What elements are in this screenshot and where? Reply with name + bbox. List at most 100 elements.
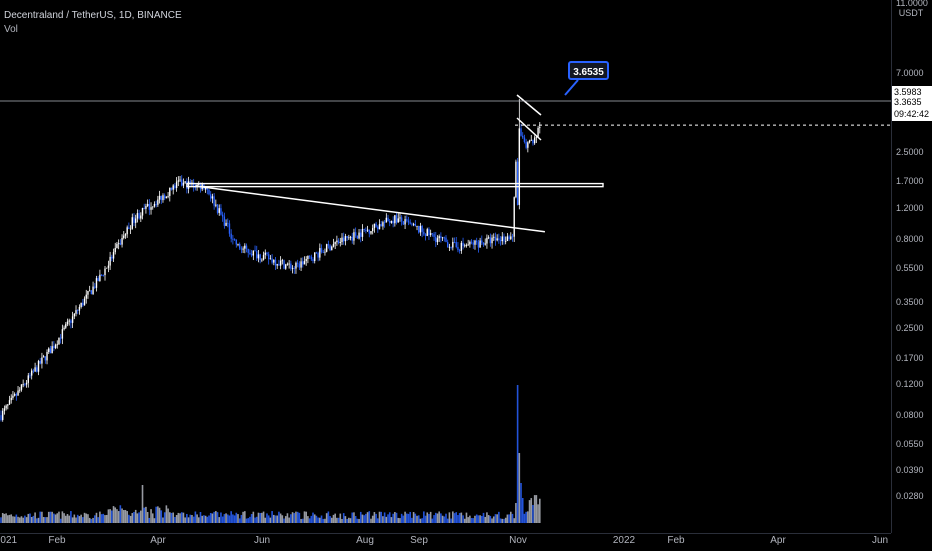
candle-body: [487, 237, 490, 239]
volume-bar: [242, 511, 244, 523]
volume-bar: [283, 518, 285, 523]
volume-bar: [114, 507, 117, 523]
candle-body: [194, 187, 197, 189]
volume-bar: [175, 515, 178, 523]
flag-lower-line: [516, 117, 542, 141]
candle-body: [148, 203, 151, 210]
candle-body: [327, 244, 330, 246]
candle-body: [107, 265, 110, 268]
volume-bar: [47, 511, 50, 523]
candle-body: [269, 258, 272, 260]
volume-bar: [223, 514, 226, 523]
volume-bar: [66, 514, 69, 523]
candle-body: [271, 258, 273, 263]
candle-body: [145, 206, 147, 209]
candle-body: [402, 221, 405, 225]
candle-body: [5, 405, 7, 409]
volume-bar: [146, 512, 149, 523]
candle-body: [266, 252, 268, 255]
candle-body: [469, 241, 471, 245]
candle-body: [426, 229, 428, 236]
symbol-title: Decentraland / TetherUS, 1D, BINANCE: [4, 10, 182, 21]
volume-bar: [0, 517, 2, 523]
volume-bar: [266, 513, 268, 523]
volume-bar: [498, 511, 500, 523]
volume-bar: [63, 513, 65, 523]
candle-body: [158, 195, 161, 200]
candle-body: [15, 394, 18, 396]
candle-body: [56, 344, 58, 346]
volume-bar: [172, 512, 175, 523]
candle-body: [370, 231, 372, 234]
candle-body: [443, 237, 445, 239]
volume-bar: [174, 516, 176, 523]
candle-body: [424, 234, 427, 236]
candle-body: [221, 214, 224, 217]
candle-body: [22, 384, 24, 386]
volume-bar: [421, 518, 423, 523]
volume-bar: [404, 511, 406, 523]
volume-bar: [235, 512, 238, 523]
volume-bar: [489, 515, 492, 523]
candle-body: [29, 375, 31, 377]
volume-bar: [296, 511, 299, 523]
volume-bar: [450, 518, 452, 523]
candle-body: [383, 222, 386, 223]
candle-body: [494, 236, 497, 241]
candle-body: [423, 231, 425, 235]
volume-bar: [387, 514, 389, 523]
price-scale[interactable]: USDT 7.00005.00002.50001.70001.20000.800…: [891, 0, 932, 533]
time-tick-label: Sep: [410, 535, 428, 546]
candle-body: [63, 327, 65, 330]
volume-bar: [3, 513, 6, 523]
volume-bar: [112, 506, 115, 523]
volume-bar: [499, 518, 502, 523]
candle-body: [206, 187, 209, 190]
volume-bar: [278, 511, 280, 523]
candle-body: [533, 137, 536, 144]
volume-bar: [143, 507, 146, 523]
candle-body: [257, 254, 260, 259]
candle-body: [134, 218, 137, 223]
candle-body: [143, 207, 145, 209]
candle-body: [167, 195, 169, 197]
volume-bar: [320, 515, 323, 523]
candle-body: [322, 251, 324, 253]
candle-body: [20, 384, 23, 390]
volume-bar: [196, 514, 198, 523]
candle-body: [198, 184, 200, 186]
candle-body: [354, 232, 357, 236]
candle-body: [278, 264, 280, 266]
candle-body: [414, 223, 417, 227]
candle-body: [70, 320, 72, 323]
volume-bar: [279, 513, 282, 523]
candle-body: [170, 187, 173, 190]
volume-bar: [126, 511, 128, 523]
candle-body: [285, 264, 287, 269]
volume-bar: [97, 517, 99, 523]
volume-bar: [382, 516, 384, 523]
price-callout[interactable]: 3.6535: [568, 61, 609, 80]
candle-body: [447, 242, 449, 248]
candle-body: [160, 195, 162, 201]
volume-bar: [215, 511, 217, 523]
price-tick-label: 7.0000: [896, 68, 924, 79]
volume-bar: [388, 512, 391, 523]
candle-body: [128, 227, 130, 230]
candle-body: [215, 204, 217, 206]
volume-bar: [44, 517, 47, 523]
candle-body: [331, 246, 333, 251]
volume-bar: [99, 511, 101, 523]
price-tick-label: 1.2000: [896, 203, 924, 214]
candle-body: [262, 254, 265, 260]
candle-body: [225, 222, 227, 226]
chart-area[interactable]: Decentraland / TetherUS, 1D, BINANCE Vol…: [0, 0, 891, 533]
volume-bar: [180, 512, 183, 523]
candle-body: [528, 140, 531, 143]
price-tick-label: 0.8000: [896, 234, 924, 245]
volume-bar: [521, 498, 524, 523]
candle-body: [479, 240, 481, 248]
price-chart[interactable]: [0, 0, 891, 533]
